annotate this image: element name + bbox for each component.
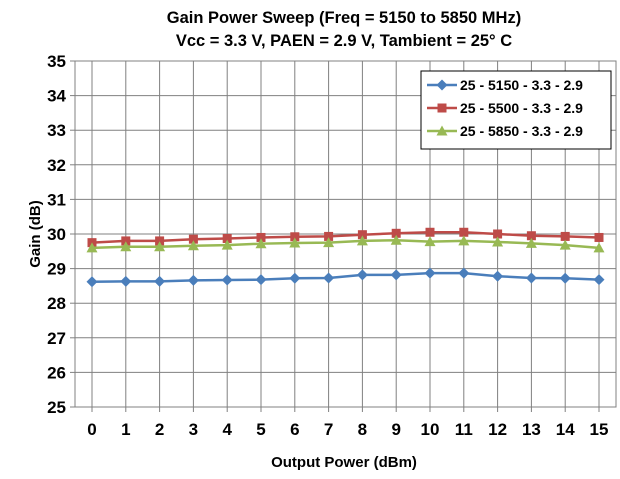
x-tick-label: 15 — [590, 420, 609, 439]
series-3 — [86, 234, 605, 253]
chart-title-line-1: Gain Power Sweep (Freq = 5150 to 5850 MH… — [167, 9, 521, 27]
legend: 25 - 5150 - 3.3 - 2.9 25 - 5500 - 3.3 - 2… — [420, 70, 612, 150]
data-point — [594, 232, 604, 242]
data-point — [120, 241, 132, 252]
x-tick-label: 8 — [358, 420, 367, 439]
data-point — [424, 267, 436, 279]
data-point — [187, 274, 199, 286]
legend-items: 25 - 5150 - 3.3 - 2.9 25 - 5500 - 3.3 - 2… — [427, 77, 583, 139]
data-point — [425, 227, 435, 237]
data-point — [324, 231, 334, 241]
data-point — [391, 228, 401, 238]
data-point — [390, 269, 402, 281]
data-point — [187, 240, 199, 251]
x-tick-label: 7 — [324, 420, 333, 439]
data-point — [323, 272, 335, 284]
x-tick-label: 9 — [391, 420, 400, 439]
data-point — [86, 276, 98, 288]
data-point — [492, 270, 504, 282]
series-line — [91, 238, 600, 250]
series-layer — [86, 227, 605, 288]
x-tick-label: 10 — [421, 420, 440, 439]
data-point — [120, 275, 132, 287]
data-point — [357, 230, 367, 240]
data-point — [458, 267, 470, 279]
chart-title-line-2: Vcc = 3.3 V, PAEN = 2.9 V, Tambient = 25… — [176, 32, 512, 50]
legend-item-3: 25 - 5850 - 3.3 - 2.9 — [427, 123, 583, 139]
data-point — [289, 272, 301, 284]
data-point — [155, 236, 165, 246]
legend-label: 25 - 5850 - 3.3 - 2.9 — [460, 123, 583, 139]
y-tick-label: 34 — [47, 87, 66, 106]
data-point — [525, 237, 537, 248]
y-tick-label: 30 — [47, 225, 66, 244]
data-point — [525, 272, 537, 284]
data-point — [222, 233, 232, 243]
x-tick-label: 1 — [121, 420, 130, 439]
legend-label: 25 - 5150 - 3.3 - 2.9 — [460, 77, 583, 93]
legend-label: 25 - 5500 - 3.3 - 2.9 — [460, 100, 583, 116]
legend-marker — [436, 79, 448, 91]
data-point — [559, 272, 571, 284]
data-point — [221, 274, 233, 286]
data-point — [492, 236, 504, 247]
x-tick-label: 0 — [87, 420, 96, 439]
data-point — [356, 269, 368, 281]
x-tick-label: 12 — [488, 420, 507, 439]
data-point — [154, 241, 166, 252]
data-point — [154, 275, 166, 287]
data-point — [255, 274, 267, 286]
legend-marker — [436, 125, 448, 136]
y-tick-label: 31 — [47, 190, 66, 209]
data-point — [188, 234, 198, 244]
data-point — [290, 232, 300, 242]
data-point — [593, 274, 605, 286]
y-tick-label: 33 — [47, 121, 66, 140]
y-tick-label: 32 — [47, 156, 66, 175]
data-point — [121, 236, 131, 246]
y-tick-label: 25 — [47, 398, 66, 417]
x-tick-label: 5 — [256, 420, 265, 439]
y-tick-label: 28 — [47, 294, 66, 313]
y-tick-label: 29 — [47, 260, 66, 279]
data-point — [424, 236, 436, 247]
y-tick-label: 35 — [47, 52, 66, 71]
data-point — [323, 237, 335, 248]
series-line — [91, 271, 600, 283]
data-point — [593, 242, 605, 253]
data-point — [526, 231, 536, 241]
y-tick-label: 26 — [47, 363, 66, 382]
x-axis-title: Output Power (dBm) — [271, 454, 417, 471]
data-point — [255, 238, 267, 249]
x-tick-label: 3 — [189, 420, 198, 439]
legend-marker — [437, 103, 447, 113]
legend-item-1: 25 - 5150 - 3.3 - 2.9 — [427, 77, 583, 93]
y-tick-label: 27 — [47, 329, 66, 348]
legend-item-2: 25 - 5500 - 3.3 - 2.9 — [427, 100, 583, 116]
data-point — [560, 231, 570, 241]
data-point — [390, 234, 402, 245]
data-point — [356, 235, 368, 246]
x-tick-label: 6 — [290, 420, 299, 439]
x-tick-label: 2 — [155, 420, 164, 439]
x-tick-label: 13 — [522, 420, 541, 439]
y-axis-title: Gain (dB) — [27, 200, 44, 268]
data-point — [221, 239, 233, 250]
series-line — [91, 231, 600, 244]
data-point — [289, 237, 301, 248]
x-tick-label: 11 — [455, 420, 473, 439]
data-point — [86, 242, 98, 253]
data-point — [256, 232, 266, 242]
x-tick-label: 14 — [556, 420, 575, 439]
data-point — [493, 229, 503, 239]
series-2 — [87, 227, 604, 248]
data-point — [458, 235, 470, 246]
data-point — [559, 239, 571, 250]
series-1 — [86, 267, 605, 288]
data-point — [459, 227, 469, 237]
x-tick-label: 4 — [222, 420, 232, 439]
